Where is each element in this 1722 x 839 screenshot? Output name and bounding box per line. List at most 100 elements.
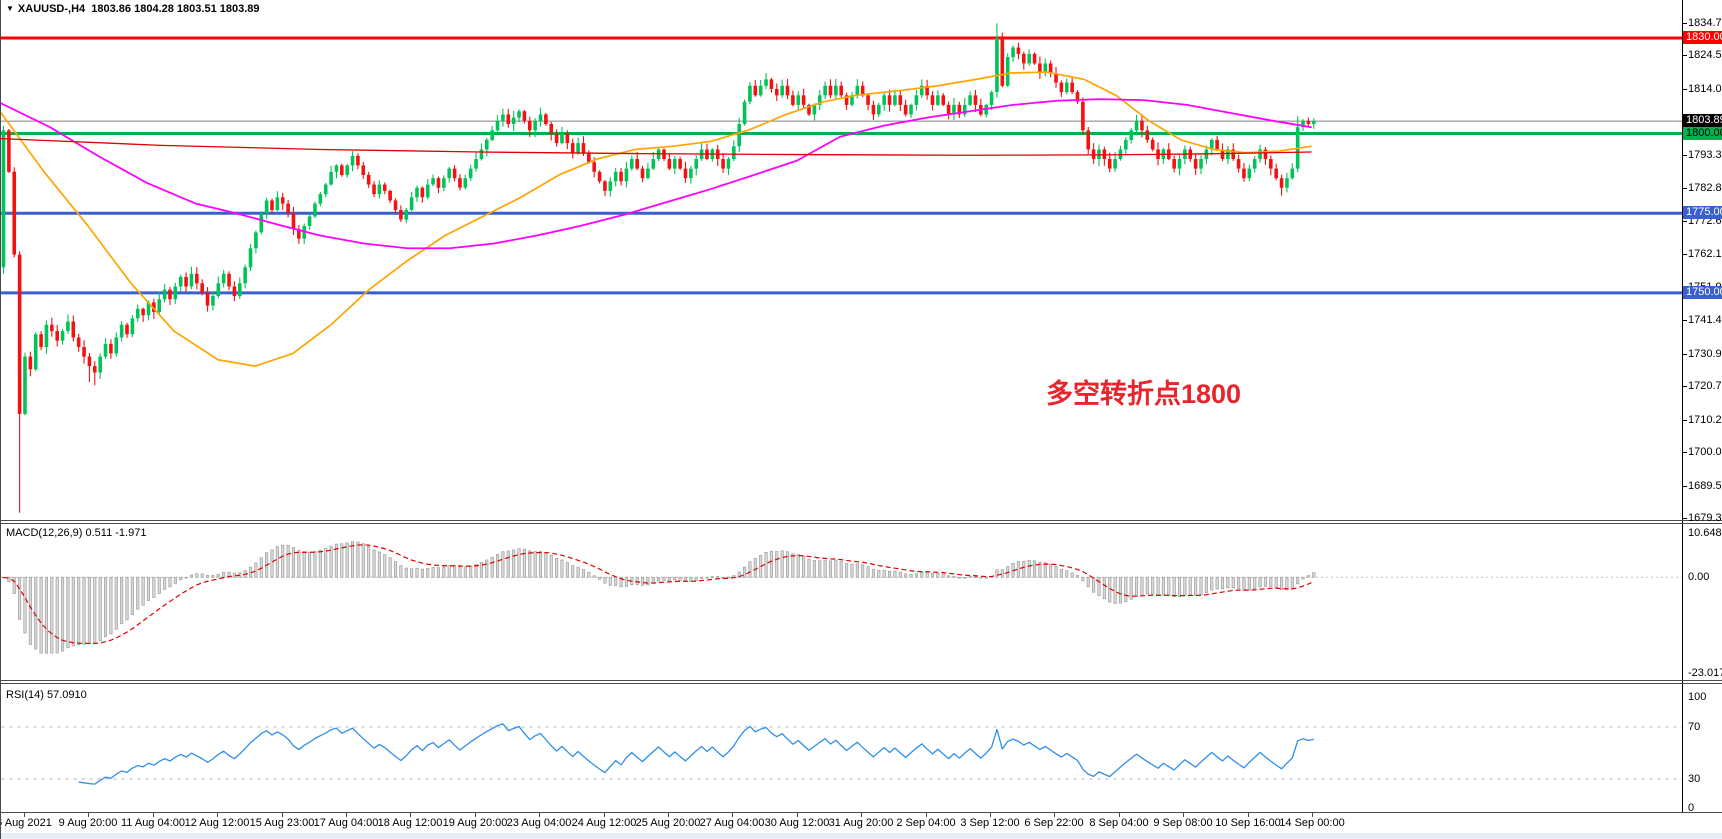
rsi-scale-label: 30 xyxy=(1688,773,1701,785)
time-tick xyxy=(926,813,927,817)
time-tick xyxy=(797,813,798,817)
time-tick-label: 15 Aug 23:00 xyxy=(249,817,315,829)
panel-separator xyxy=(1,523,1722,524)
price-tick xyxy=(1682,386,1687,387)
time-tick-label: 8 Sep 04:00 xyxy=(1089,817,1149,829)
rsi-name: RSI(14) xyxy=(6,689,44,701)
time-tick xyxy=(1248,813,1249,817)
panel-separator[interactable] xyxy=(1,520,1722,521)
chart-text-annotation[interactable]: 多空转折点1800 xyxy=(1046,379,1242,409)
time-tick xyxy=(1054,813,1055,817)
price-tick-label: 1689.50 xyxy=(1688,480,1722,492)
time-tick-label: 14 Sep 00:00 xyxy=(1279,817,1345,829)
price-axis-line xyxy=(1682,0,1683,813)
price-tick xyxy=(1682,420,1687,421)
rsi-indicator-label: RSI(14) 57.0910 xyxy=(6,689,87,701)
time-tick xyxy=(410,813,411,817)
rsi-scale-label: 0 xyxy=(1688,802,1695,814)
time-tick-label: 2 Sep 04:00 xyxy=(896,817,956,829)
price-tick-label: 1824.50 xyxy=(1688,49,1722,61)
price-tick-label: 1782.80 xyxy=(1688,182,1722,194)
price-tick-label: 1762.10 xyxy=(1688,248,1722,260)
ohlc-values: 1803.86 1804.28 1803.51 1803.89 xyxy=(91,3,260,15)
time-tick xyxy=(24,813,25,817)
price-tick-label: 1741.40 xyxy=(1688,314,1722,326)
time-tick xyxy=(1183,813,1184,817)
time-tick-label: 25 Aug 20:00 xyxy=(635,817,701,829)
price-tick-label: 1793.30 xyxy=(1688,149,1722,161)
price-tick xyxy=(1682,254,1687,255)
time-tick-label: 6 Sep 22:00 xyxy=(1024,817,1084,829)
macd-signal-value: -1.971 xyxy=(115,527,147,539)
time-tick-label: 11 Aug 04:00 xyxy=(120,817,186,829)
price-tick xyxy=(1682,486,1687,487)
price-tick-label: 1710.20 xyxy=(1688,414,1722,426)
time-tick-label: 31 Aug 20:00 xyxy=(828,817,894,829)
price-tick xyxy=(1682,354,1687,355)
price-tick xyxy=(1682,55,1687,56)
price-tick-label: 1720.70 xyxy=(1688,380,1722,392)
time-tick-label: 24 Aug 12:00 xyxy=(571,817,637,829)
time-tick-label: 18 Aug 12:00 xyxy=(377,817,443,829)
time-tick xyxy=(1119,813,1120,817)
time-tick xyxy=(604,813,605,817)
time-tick xyxy=(88,813,89,817)
time-axis-line xyxy=(1,812,1722,813)
price-tick-label: 1700.00 xyxy=(1688,446,1722,458)
price-tick-label: 1834.70 xyxy=(1688,17,1722,29)
level-price-flag: 1750.00 xyxy=(1683,286,1722,299)
current-price-flag: 1803.89 xyxy=(1683,114,1722,127)
macd-scale-zero: 0.00 xyxy=(1688,571,1710,583)
time-tick-label: 3 Sep 12:00 xyxy=(960,817,1020,829)
symbol-dropdown-icon[interactable]: ▼ xyxy=(6,4,14,13)
level-price-flag: 1775.00 xyxy=(1683,206,1722,219)
price-tick xyxy=(1682,452,1687,453)
time-tick xyxy=(732,813,733,817)
panel-separator xyxy=(1,683,1722,684)
price-tick xyxy=(1682,89,1687,90)
rsi-value: 57.0910 xyxy=(46,689,87,701)
price-tick xyxy=(1682,188,1687,189)
panel-separator[interactable] xyxy=(1,680,1722,681)
time-tick xyxy=(990,813,991,817)
price-tick xyxy=(1682,221,1687,222)
level-price-flag: 1800.00 xyxy=(1683,127,1722,140)
macd-scale-min: -23.017 xyxy=(1688,667,1722,679)
time-tick-label: 19 Aug 20:00 xyxy=(442,817,508,829)
price-tick-label: 1679.30 xyxy=(1688,512,1722,524)
price-tick-label: 1814.00 xyxy=(1688,83,1722,95)
time-tick-label: 9 Aug 20:00 xyxy=(58,817,118,829)
time-tick-label: 12 Aug 12:00 xyxy=(184,817,250,829)
time-tick-label: 27 Aug 04:00 xyxy=(699,817,765,829)
price-tick xyxy=(1682,155,1687,156)
time-tick xyxy=(475,813,476,817)
price-tick xyxy=(1682,518,1687,519)
time-tick xyxy=(1312,813,1313,817)
price-tick-label: 1730.90 xyxy=(1688,348,1722,360)
time-tick-label: 9 Sep 08:00 xyxy=(1153,817,1213,829)
time-tick-label: 23 Aug 04:00 xyxy=(506,817,572,829)
time-tick-label: 6 Aug 2021 xyxy=(0,817,52,829)
chart-title: ▼ XAUUSD-,H4 1803.86 1804.28 1803.51 1803… xyxy=(6,3,260,15)
time-tick-label: 10 Sep 16:00 xyxy=(1215,817,1281,829)
time-tick xyxy=(217,813,218,817)
horizontal-scrollbar[interactable] xyxy=(1,833,1722,839)
time-tick-label: 17 Aug 04:00 xyxy=(313,817,379,829)
macd-indicator-label: MACD(12,26,9) 0.511 -1.971 xyxy=(6,527,146,539)
macd-name: MACD(12,26,9) xyxy=(6,527,83,539)
time-tick xyxy=(861,813,862,817)
level-price-flag: 1830.00 xyxy=(1683,31,1722,44)
rsi-scale-label: 100 xyxy=(1688,691,1707,703)
macd-scale-max: 10.648 xyxy=(1688,527,1722,539)
rsi-scale-label: 70 xyxy=(1688,721,1701,733)
time-tick-label: 30 Aug 12:00 xyxy=(764,817,830,829)
macd-main-value: 0.511 xyxy=(85,527,113,539)
time-tick xyxy=(539,813,540,817)
time-tick xyxy=(153,813,154,817)
time-tick xyxy=(282,813,283,817)
time-tick xyxy=(346,813,347,817)
price-tick xyxy=(1682,23,1687,24)
symbol-period-label: XAUUSD-,H4 xyxy=(17,3,86,15)
